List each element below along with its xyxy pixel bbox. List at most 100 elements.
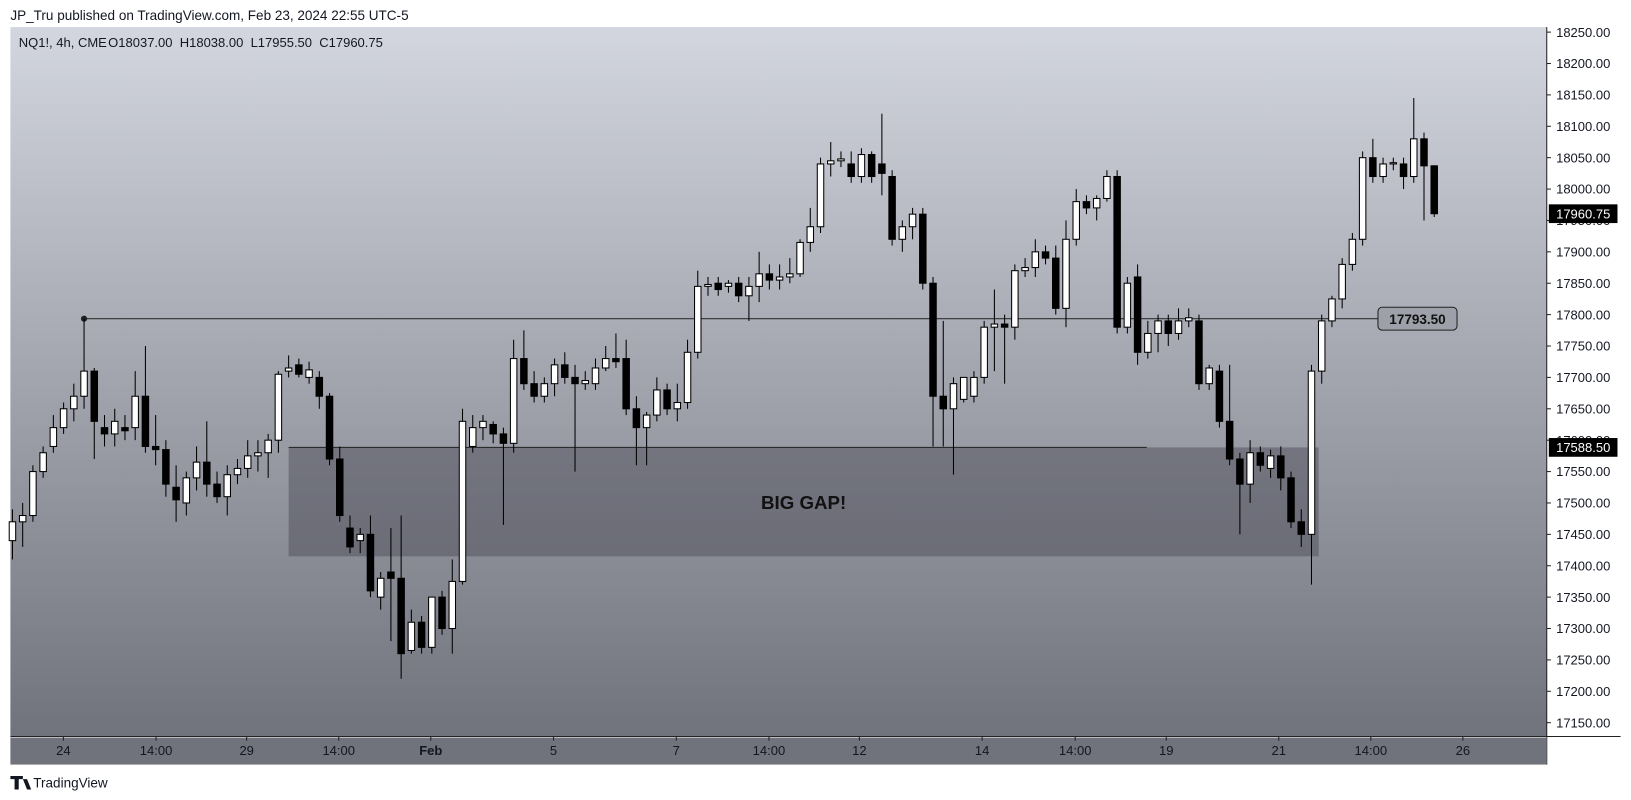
y-tick-label: 17450.00 — [1556, 527, 1610, 542]
candle-body — [110, 420, 119, 435]
candle-body — [448, 580, 457, 630]
candle-body — [162, 449, 170, 485]
candle-body — [428, 596, 436, 648]
candle-body — [264, 439, 272, 454]
header: JP_Tru published on TradingView.com, Feb… — [10, 8, 408, 23]
candle-body — [29, 471, 37, 517]
x-tick-label: 14:00 — [753, 743, 786, 758]
y-tick-label: 17900.00 — [1556, 245, 1610, 260]
y-tick-label: 17500.00 — [1556, 496, 1610, 511]
candle-body — [980, 326, 988, 378]
x-tick-label: 14 — [975, 743, 989, 758]
candle-body — [499, 433, 508, 444]
candle-body — [959, 376, 968, 400]
y-tick-label: 17400.00 — [1556, 558, 1610, 573]
candle-body — [59, 408, 68, 429]
candle-body — [141, 395, 150, 447]
candle-body — [1215, 370, 1224, 422]
price-label: 17960.75 — [1556, 206, 1610, 221]
candle-body — [878, 163, 886, 174]
candle-body — [8, 521, 17, 542]
candle-body — [305, 369, 313, 378]
candle-body — [1338, 263, 1346, 300]
y-tick-label: 17200.00 — [1556, 684, 1610, 699]
y-tick-label: 17550.00 — [1556, 464, 1610, 479]
candle-body — [550, 364, 559, 385]
candle-body — [131, 395, 139, 429]
candle-body — [1297, 521, 1306, 535]
candle-body — [786, 273, 794, 278]
candle-body — [694, 285, 702, 353]
candle-body — [90, 370, 99, 422]
candle-body — [530, 383, 538, 397]
candle-body — [826, 160, 835, 165]
candle-body — [919, 213, 927, 284]
x-tick-label: 12 — [852, 743, 866, 758]
candle-body — [1184, 317, 1193, 322]
candle-body — [520, 358, 528, 385]
candle-body — [1123, 282, 1132, 328]
candle-body — [243, 455, 252, 469]
candle-body — [18, 514, 27, 523]
level-label: 17793.50 — [1389, 312, 1445, 327]
x-tick-label: 14:00 — [140, 743, 173, 758]
candle-body — [438, 596, 446, 630]
plot-background — [10, 27, 1547, 737]
candle-body — [990, 323, 999, 328]
candle-body — [121, 427, 129, 432]
candle-body — [1072, 201, 1080, 240]
candle-body — [775, 276, 784, 281]
candle-body — [1174, 320, 1183, 334]
y-tick-label: 17800.00 — [1556, 307, 1610, 322]
candle-body — [397, 577, 405, 655]
candle-body — [1092, 197, 1101, 209]
candle-body — [571, 376, 579, 385]
candle-body — [898, 226, 907, 240]
candle-body — [1205, 367, 1213, 385]
candle-body — [407, 621, 416, 652]
candle-body — [1246, 452, 1254, 485]
price-label-box — [1548, 204, 1618, 224]
candle-body — [468, 427, 477, 447]
candle-body — [254, 452, 262, 457]
candle-body — [806, 226, 815, 243]
candle-body — [1328, 298, 1336, 322]
candle-body — [612, 358, 620, 363]
candle-body — [847, 163, 855, 178]
candle-body — [704, 283, 712, 287]
ohlc-legend: O18037.00 H18038.00 L17955.50 C17960.75 — [108, 35, 383, 50]
candle-body — [356, 533, 364, 542]
candle-body — [642, 414, 651, 429]
candle-body — [70, 395, 78, 410]
x-tick-label: 5 — [550, 743, 557, 758]
candle-body — [479, 420, 487, 429]
candle-body — [1225, 420, 1234, 460]
candle-body — [172, 486, 180, 501]
candle-body — [929, 282, 937, 397]
x-tick-label: 14:00 — [1355, 743, 1388, 758]
candle-body — [1256, 452, 1265, 466]
gap-label: BIG GAP! — [761, 492, 846, 513]
candle-body — [284, 367, 293, 372]
candle-body — [908, 213, 917, 228]
candle-body — [673, 401, 682, 410]
candle-body — [223, 474, 231, 498]
x-tick-label: 21 — [1272, 743, 1286, 758]
candle-body — [80, 370, 88, 397]
candle-body — [1369, 157, 1377, 178]
y-tick-label: 17250.00 — [1556, 653, 1610, 668]
y-tick-label: 17650.00 — [1556, 401, 1610, 416]
symbol: NQ1!, 4h, CME — [19, 35, 107, 50]
candle-body — [714, 282, 722, 291]
candle-body — [970, 376, 978, 397]
candle-body — [1236, 458, 1244, 485]
candle-body — [939, 395, 947, 410]
x-tick-label: 7 — [673, 743, 680, 758]
candle-body — [192, 461, 201, 479]
y-tick-label: 17750.00 — [1556, 339, 1610, 354]
candle-body — [816, 163, 825, 228]
candle-body — [1011, 270, 1019, 328]
candle-body — [663, 389, 671, 410]
logo — [10, 776, 32, 790]
